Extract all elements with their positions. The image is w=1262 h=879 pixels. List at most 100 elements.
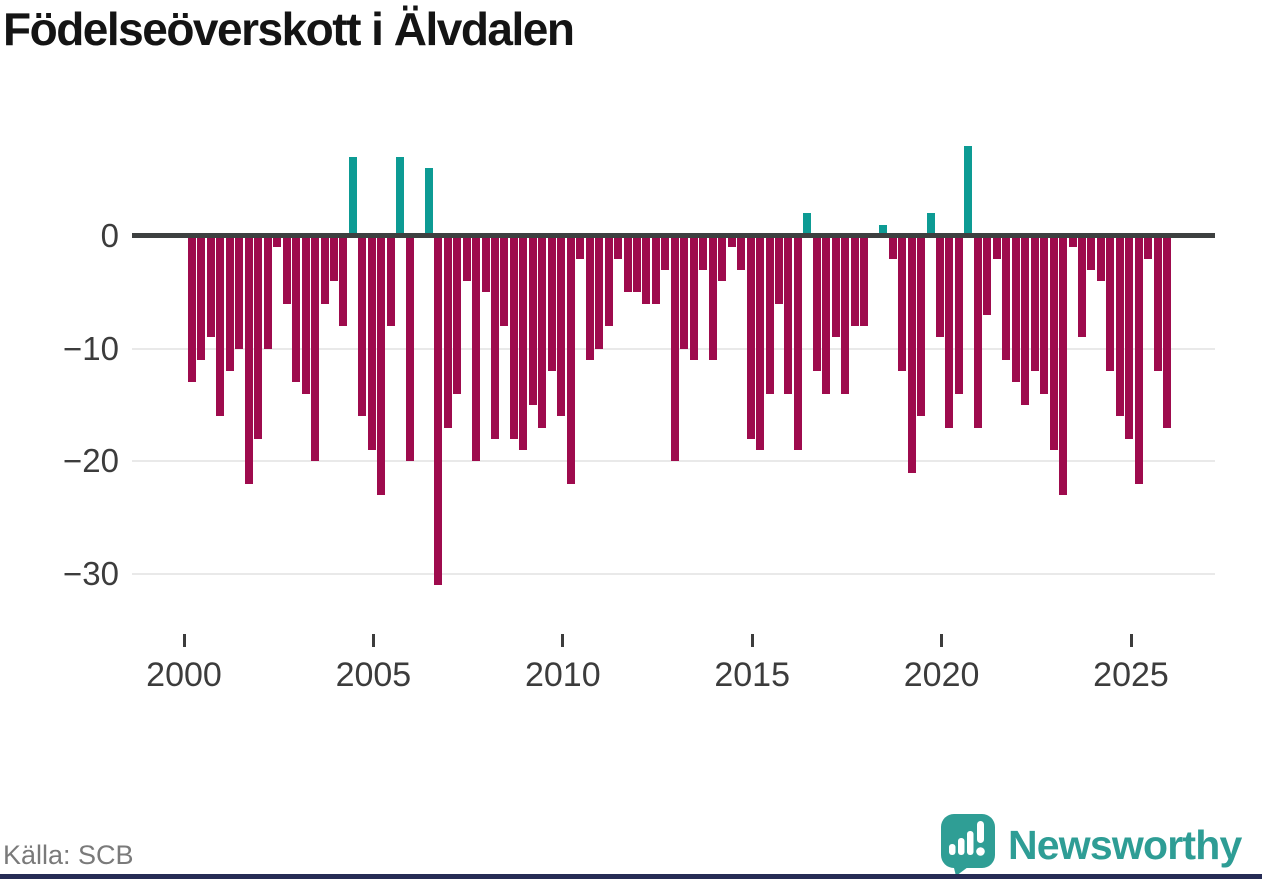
bar-2019-q1 [907,236,916,473]
bar-2005-q4 [405,236,414,462]
bar-2021-q2 [992,236,1001,259]
gridline [132,460,1215,463]
bar-2015-q2 [765,236,774,394]
bar-2006-q2 [424,168,433,236]
bar-2016-q3 [812,236,821,372]
x-axis-tick [182,634,186,647]
bar-2012-q3 [661,236,670,270]
bar-2018-q3 [888,236,897,259]
bar-2022-q2 [1030,236,1039,372]
bar-2009-q1 [528,236,537,405]
bar-2006-q4 [443,236,452,428]
bar-2011-q1 [604,236,613,327]
bar-2009-q4 [557,236,566,417]
bar-2007-q3 [472,236,481,462]
bar-2020-q1 [945,236,954,428]
bar-2015-q1 [756,236,765,451]
bar-2008-q3 [509,236,518,439]
bar-2013-q1 [680,236,689,349]
bar-2003-q4 [330,236,339,282]
bar-2019-q2 [917,236,926,417]
chart-title: Födelseöverskott i Älvdalen [3,3,575,55]
footer-accent-strip [0,874,1262,879]
bar-2005-q2 [386,236,395,327]
bar-2003-q1 [301,236,310,394]
bar-2002-q4 [292,236,301,383]
bar-2024-q3 [1115,236,1124,417]
x-axis-tick [940,634,944,647]
bar-2003-q2 [311,236,320,462]
x-axis-tick [1129,634,1133,647]
bar-2015-q4 [784,236,793,394]
bar-2014-q4 [746,236,755,439]
x-axis-tick [371,634,375,647]
bar-2006-q3 [434,236,443,586]
bar-2009-q2 [538,236,547,428]
bar-2005-q3 [396,157,405,236]
bar-2007-q2 [462,236,471,282]
bar-2000-q1 [188,236,196,383]
bar-2023-q2 [1068,236,1077,248]
bar-2001-q3 [244,236,253,484]
newsworthy-logo: Newsworthy [941,814,1242,876]
bar-2004-q2 [348,157,357,236]
zero-axis-line [132,233,1215,238]
bar-2021-q3 [1002,236,1011,360]
bar-2012-q2 [651,236,660,304]
bar-2020-q2 [954,236,963,394]
bar-2017-q3 [850,236,859,327]
y-axis-label: −30 [63,555,119,592]
x-axis-label: 2025 [1093,656,1169,694]
y-axis-label: −10 [63,329,119,367]
bar-2020-q4 [973,236,982,428]
bar-2023-q4 [1087,236,1096,270]
x-axis-tick [561,634,565,647]
bar-2003-q3 [320,236,329,304]
gridline [132,573,1215,575]
bar-2008-q4 [519,236,528,451]
bar-2017-q4 [860,236,869,327]
bar-2016-q1 [793,236,802,451]
bar-2014-q1 [718,236,727,282]
bar-2010-q4 [595,236,604,349]
bar-2007-q1 [453,236,462,394]
y-axis-label: 0 [100,217,119,254]
bar-2011-q4 [632,236,641,293]
bar-2017-q2 [841,236,850,394]
bar-2020-q3 [964,145,973,236]
bar-2022-q1 [1021,236,1030,405]
bar-2001-q4 [254,236,263,439]
bar-2001-q1 [225,236,234,372]
bar-2012-q4 [670,236,679,462]
bar-2016-q4 [822,236,831,394]
bar-2002-q3 [282,236,291,304]
bar-2025-q4 [1163,236,1172,428]
bar-2002-q2 [273,236,282,248]
bar-2012-q1 [642,236,651,304]
bar-2013-q2 [689,236,698,360]
bar-2017-q1 [831,236,840,338]
bar-2005-q1 [377,236,386,496]
bar-2010-q2 [576,236,585,259]
bar-2024-q2 [1106,236,1115,372]
bar-2022-q3 [1040,236,1049,394]
bar-2019-q4 [935,236,944,338]
bar-2004-q3 [358,236,367,417]
bar-2015-q3 [775,236,784,304]
bar-2018-q2 [879,224,888,236]
bar-2011-q2 [614,236,623,259]
bar-2025-q3 [1153,236,1162,372]
bar-2018-q4 [898,236,907,372]
bar-2024-q4 [1125,236,1134,439]
bar-2024-q1 [1096,236,1105,282]
bar-2014-q2 [727,236,736,248]
bar-2002-q1 [263,236,272,349]
bar-2004-q4 [367,236,376,451]
x-axis-label: 2020 [903,656,980,694]
bar-2009-q3 [547,236,556,372]
bar-2021-q1 [983,236,992,315]
bar-2008-q1 [490,236,499,439]
bar-2019-q3 [926,213,935,236]
x-axis-tick [750,634,754,647]
